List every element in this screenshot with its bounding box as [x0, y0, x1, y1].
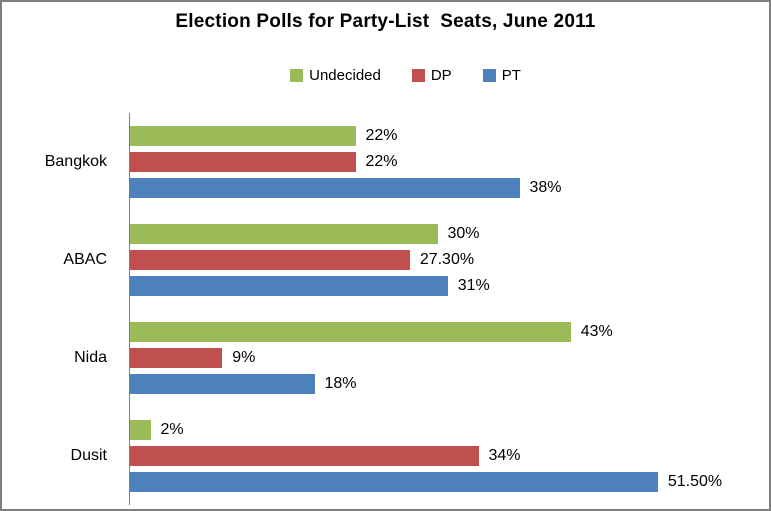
category-label-dusit: Dusit [70, 447, 107, 464]
bar-value-label: 9% [232, 349, 256, 366]
bar-row: 34% [130, 446, 762, 466]
bar-row: 27.30% [130, 250, 762, 270]
bar-row: 22% [130, 126, 762, 146]
legend-swatch-dp-icon [411, 69, 425, 82]
bar-pt-abac [130, 276, 448, 296]
legend-label: Undecided [309, 67, 381, 84]
bar-group-bangkok: 22% 22% 38% [130, 113, 762, 211]
legend-item-pt: PT [482, 67, 521, 84]
bar-row: 31% [130, 276, 762, 296]
legend-item-dp: DP [411, 67, 452, 84]
bar-row: 9% [130, 348, 762, 368]
bar-dp-abac [130, 250, 410, 270]
category-label-bangkok: Bangkok [44, 153, 107, 170]
bar-row: 22% [130, 152, 762, 172]
category-label-nida: Nida [74, 349, 107, 366]
bar-row: 2% [130, 420, 762, 440]
bar-row: 18% [130, 374, 762, 394]
bar-dp-dusit [130, 446, 479, 466]
bar-group-abac: 30% 27.30% 31% [130, 211, 762, 309]
bar-value-label: 38% [529, 179, 562, 196]
bar-value-label: 43% [580, 323, 613, 340]
bar-value-label: 22% [365, 153, 398, 170]
bar-row: 51.50% [130, 472, 762, 492]
bar-undecided-bangkok [130, 126, 356, 146]
bar-row: 43% [130, 322, 762, 342]
bar-pt-bangkok [130, 178, 520, 198]
legend-item-undecided: Undecided [290, 67, 381, 84]
bar-dp-nida [130, 348, 223, 368]
legend: Undecided DP PT [2, 67, 769, 84]
plot-area: 22% 22% 38% 30% 27.30% 31% 43% 9% 18% 2% 34% 51.50% [129, 113, 762, 505]
legend-swatch-undecided-icon [290, 69, 304, 82]
chart-title: Election Polls for Party-List Seats, Jun… [175, 11, 596, 32]
bar-group-dusit: 2% 34% 51.50% [130, 407, 762, 505]
bar-value-label: 18% [324, 375, 357, 392]
legend-swatch-pt-icon [482, 69, 496, 82]
bar-value-label: 51.50% [667, 473, 723, 490]
category-axis: Bangkok ABAC Nida Dusit [2, 113, 129, 505]
bar-row: 30% [130, 224, 762, 244]
bar-pt-dusit [130, 472, 658, 492]
bar-value-label: 27.30% [419, 251, 475, 268]
bar-value-label: 30% [447, 225, 480, 242]
bar-row: 38% [130, 178, 762, 198]
bar-undecided-dusit [130, 420, 151, 440]
category-label-abac: ABAC [63, 251, 107, 268]
legend-label: DP [430, 67, 452, 84]
bar-value-label: 34% [488, 447, 521, 464]
bar-undecided-abac [130, 224, 438, 244]
bar-value-label: 22% [365, 127, 398, 144]
bar-group-nida: 43% 9% 18% [130, 309, 762, 407]
bar-undecided-nida [130, 322, 571, 342]
bar-value-label: 31% [457, 277, 490, 294]
bar-value-label: 2% [160, 421, 184, 438]
legend-label: PT [501, 67, 521, 84]
bar-pt-nida [130, 374, 315, 394]
bar-dp-bangkok [130, 152, 356, 172]
